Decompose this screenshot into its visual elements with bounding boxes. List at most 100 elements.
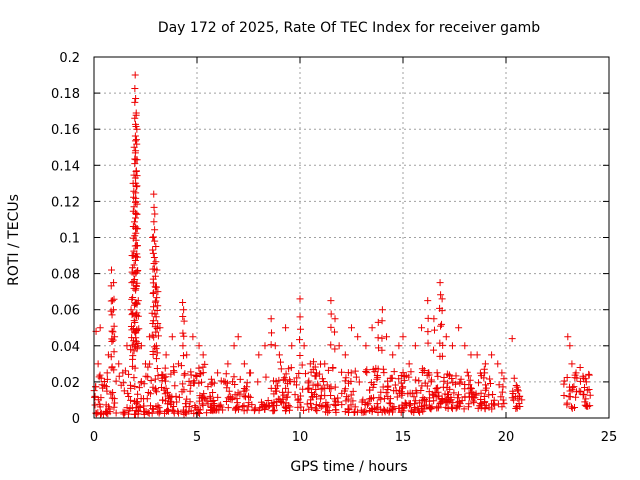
data-point bbox=[444, 398, 452, 406]
data-point bbox=[91, 401, 99, 409]
data-point bbox=[420, 405, 428, 413]
data-point bbox=[480, 393, 488, 401]
data-point bbox=[125, 393, 133, 401]
data-point bbox=[460, 405, 468, 413]
data-point bbox=[94, 409, 102, 417]
data-point bbox=[149, 279, 157, 287]
data-point bbox=[245, 399, 253, 407]
data-point bbox=[143, 395, 151, 403]
data-point bbox=[568, 360, 576, 368]
data-point bbox=[133, 200, 141, 208]
data-point bbox=[416, 408, 424, 416]
data-point bbox=[465, 389, 473, 397]
data-point bbox=[580, 384, 588, 392]
data-point bbox=[407, 406, 415, 414]
data-point bbox=[173, 398, 181, 406]
data-point bbox=[214, 393, 222, 401]
data-point bbox=[223, 384, 231, 392]
data-point bbox=[296, 313, 304, 321]
data-point bbox=[307, 368, 315, 376]
data-point bbox=[110, 279, 118, 287]
data-point bbox=[154, 302, 162, 310]
data-point bbox=[157, 383, 165, 391]
data-point bbox=[133, 210, 141, 218]
y-axis-label: ROTI / TECUs bbox=[6, 194, 22, 286]
data-point bbox=[156, 324, 164, 332]
data-point bbox=[296, 351, 304, 359]
data-point bbox=[485, 403, 493, 411]
data-point bbox=[130, 261, 138, 269]
data-point bbox=[386, 400, 394, 408]
data-point bbox=[582, 378, 590, 386]
data-point bbox=[152, 297, 160, 305]
data-point bbox=[234, 405, 242, 413]
data-point bbox=[133, 300, 141, 308]
data-point bbox=[512, 382, 520, 390]
data-point bbox=[452, 372, 460, 380]
data-point bbox=[395, 342, 403, 350]
data-point bbox=[152, 328, 160, 336]
data-point bbox=[433, 369, 441, 377]
data-point bbox=[407, 368, 415, 376]
data-point bbox=[432, 384, 440, 392]
data-point bbox=[162, 351, 170, 359]
data-point bbox=[283, 393, 291, 401]
data-point bbox=[586, 391, 594, 399]
data-point bbox=[486, 379, 494, 387]
data-point bbox=[146, 390, 154, 398]
data-point bbox=[135, 325, 143, 333]
data-point bbox=[92, 383, 100, 391]
data-point bbox=[152, 403, 160, 411]
data-point bbox=[133, 125, 141, 133]
data-point bbox=[103, 407, 111, 415]
data-point bbox=[108, 311, 116, 319]
data-point bbox=[434, 372, 442, 380]
data-point bbox=[181, 370, 189, 378]
data-point bbox=[293, 374, 301, 382]
data-point bbox=[109, 389, 117, 397]
data-point bbox=[198, 378, 206, 386]
data-point bbox=[391, 381, 399, 389]
data-point bbox=[94, 360, 102, 368]
data-point bbox=[572, 393, 580, 401]
data-point bbox=[499, 383, 507, 391]
data-point bbox=[380, 395, 388, 403]
data-point bbox=[378, 346, 386, 354]
data-point bbox=[152, 243, 160, 251]
data-point bbox=[329, 364, 337, 372]
data-point bbox=[508, 394, 516, 402]
data-point bbox=[585, 370, 593, 378]
data-point bbox=[158, 371, 166, 379]
data-point bbox=[220, 377, 228, 385]
data-point bbox=[305, 405, 313, 413]
data-point bbox=[247, 369, 255, 377]
data-point bbox=[221, 378, 229, 386]
data-point bbox=[424, 328, 432, 336]
data-point bbox=[149, 317, 157, 325]
data-point bbox=[309, 381, 317, 389]
data-point bbox=[132, 209, 140, 217]
data-point bbox=[400, 372, 408, 380]
data-point bbox=[115, 372, 123, 380]
data-point bbox=[230, 342, 238, 350]
data-point bbox=[155, 404, 163, 412]
data-point bbox=[150, 333, 158, 341]
data-point bbox=[392, 387, 400, 395]
data-point bbox=[161, 409, 169, 417]
data-point bbox=[327, 341, 335, 349]
data-point bbox=[152, 313, 160, 321]
data-point bbox=[452, 404, 460, 412]
data-point bbox=[236, 375, 244, 383]
data-point bbox=[304, 385, 312, 393]
data-point bbox=[103, 375, 111, 383]
data-point bbox=[119, 408, 127, 416]
data-point bbox=[133, 309, 141, 317]
data-point bbox=[455, 398, 463, 406]
data-point bbox=[142, 372, 150, 380]
data-point bbox=[133, 156, 141, 164]
data-point bbox=[151, 237, 159, 245]
data-point bbox=[239, 403, 247, 411]
data-point bbox=[569, 383, 577, 391]
data-point bbox=[377, 388, 385, 396]
data-point bbox=[438, 295, 446, 303]
